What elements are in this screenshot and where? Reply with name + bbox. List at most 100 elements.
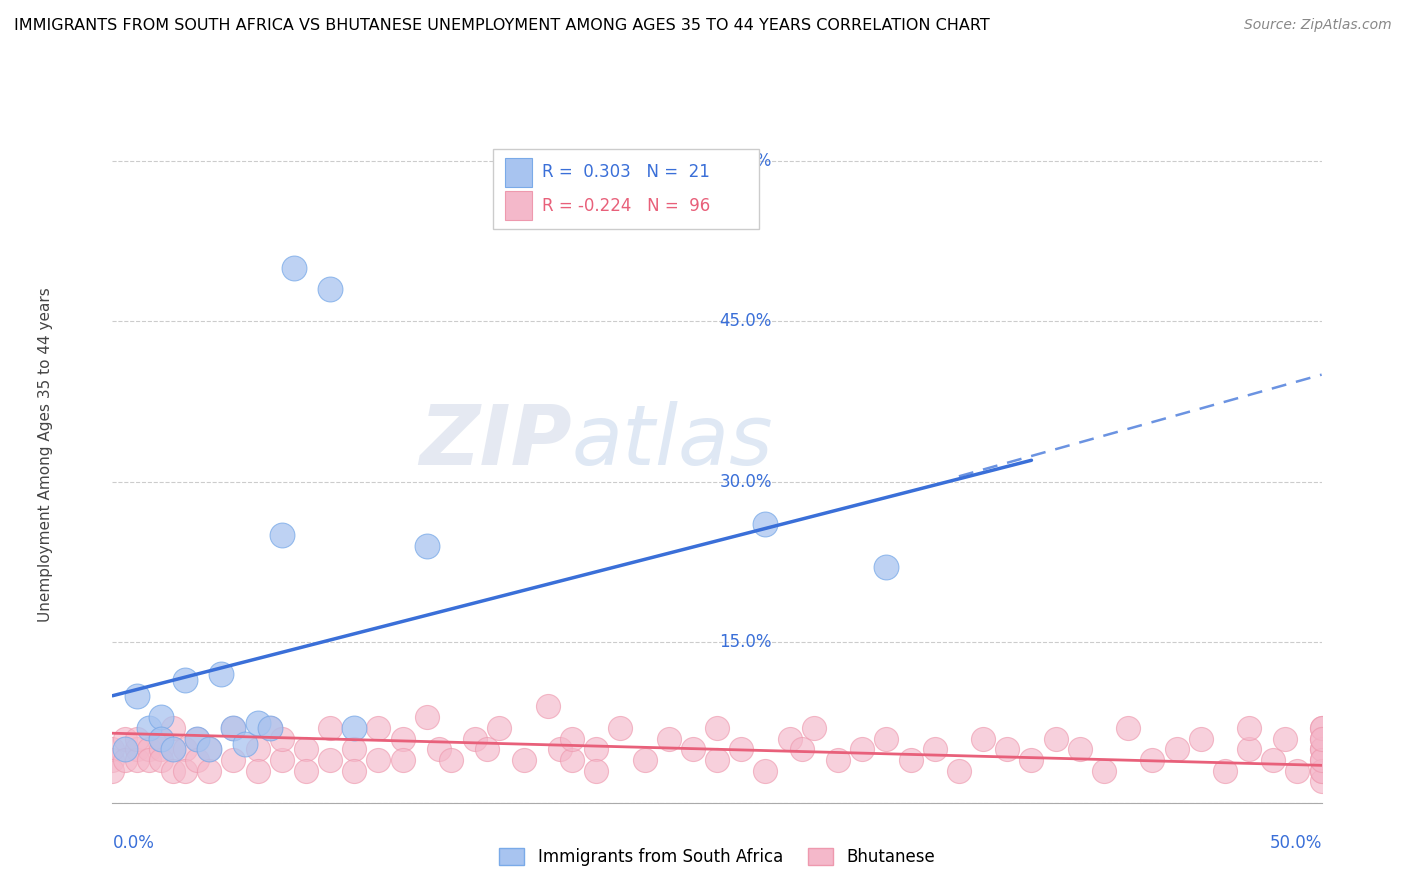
Point <box>343 764 366 778</box>
Point <box>585 742 607 756</box>
Point <box>367 753 389 767</box>
Point <box>585 764 607 778</box>
Point <box>427 742 450 756</box>
Point <box>114 753 136 767</box>
Point <box>875 731 897 746</box>
Point <box>101 764 124 778</box>
Point <box>1237 742 1260 756</box>
Point <box>283 260 305 275</box>
Point <box>222 753 245 767</box>
Point <box>198 742 221 756</box>
Text: ZIP: ZIP <box>419 401 572 482</box>
Point <box>995 742 1018 756</box>
Point <box>512 753 534 767</box>
Point <box>138 721 160 735</box>
Point <box>319 753 342 767</box>
Point <box>174 742 197 756</box>
Point <box>561 731 583 746</box>
Point <box>1310 753 1333 767</box>
Point <box>174 764 197 778</box>
Point <box>270 731 292 746</box>
Point <box>730 742 752 756</box>
Point <box>1237 721 1260 735</box>
Point <box>464 731 486 746</box>
Point <box>138 742 160 756</box>
Point <box>186 731 208 746</box>
Point <box>162 721 184 735</box>
Point <box>924 742 946 756</box>
Point <box>1189 731 1212 746</box>
Text: 50.0%: 50.0% <box>1270 834 1322 852</box>
Point <box>440 753 463 767</box>
Point <box>779 731 801 746</box>
Point <box>1213 764 1236 778</box>
Point <box>295 764 318 778</box>
Point <box>1286 764 1309 778</box>
Point <box>790 742 813 756</box>
Point <box>706 721 728 735</box>
Point <box>1310 731 1333 746</box>
Point <box>125 731 148 746</box>
Point <box>900 753 922 767</box>
Point <box>222 721 245 735</box>
Point <box>186 753 208 767</box>
Point <box>391 753 413 767</box>
Point <box>138 753 160 767</box>
Point <box>1310 721 1333 735</box>
Point <box>1310 774 1333 789</box>
Point <box>319 721 342 735</box>
Bar <box>506 158 531 187</box>
Point <box>149 731 172 746</box>
Point <box>1310 742 1333 756</box>
Point <box>270 753 292 767</box>
Point <box>222 721 245 735</box>
Point <box>803 721 825 735</box>
Point <box>343 721 366 735</box>
Point <box>198 764 221 778</box>
Point <box>1310 742 1333 756</box>
FancyBboxPatch shape <box>494 149 759 229</box>
Point <box>367 721 389 735</box>
Point <box>754 764 776 778</box>
Point <box>125 742 148 756</box>
Point <box>948 764 970 778</box>
Point <box>125 689 148 703</box>
Point <box>149 731 172 746</box>
Point <box>270 528 292 542</box>
Text: Source: ZipAtlas.com: Source: ZipAtlas.com <box>1244 18 1392 32</box>
Text: atlas: atlas <box>572 401 773 482</box>
Point <box>125 753 148 767</box>
Point <box>174 673 197 687</box>
Point <box>682 742 704 756</box>
Point <box>246 742 269 756</box>
Point <box>319 282 342 296</box>
Point <box>1069 742 1091 756</box>
Point <box>1045 731 1067 746</box>
Point <box>1310 764 1333 778</box>
Point <box>101 742 124 756</box>
Point <box>1263 753 1285 767</box>
Point <box>149 753 172 767</box>
Point <box>1310 721 1333 735</box>
Point <box>259 721 281 735</box>
Text: IMMIGRANTS FROM SOUTH AFRICA VS BHUTANESE UNEMPLOYMENT AMONG AGES 35 TO 44 YEARS: IMMIGRANTS FROM SOUTH AFRICA VS BHUTANES… <box>14 18 990 33</box>
Point <box>827 753 849 767</box>
Text: 15.0%: 15.0% <box>720 633 772 651</box>
Point <box>851 742 873 756</box>
Point <box>561 753 583 767</box>
Point <box>246 764 269 778</box>
Point <box>149 710 172 724</box>
Text: Unemployment Among Ages 35 to 44 years: Unemployment Among Ages 35 to 44 years <box>38 287 53 623</box>
Point <box>658 731 681 746</box>
Text: 30.0%: 30.0% <box>720 473 772 491</box>
Point <box>114 731 136 746</box>
Point <box>235 737 257 751</box>
Text: 60.0%: 60.0% <box>720 152 772 169</box>
Point <box>343 742 366 756</box>
Point <box>101 753 124 767</box>
Point <box>972 731 994 746</box>
Point <box>416 710 439 724</box>
Legend: Immigrants from South Africa, Bhutanese: Immigrants from South Africa, Bhutanese <box>492 841 942 872</box>
Point <box>162 742 184 756</box>
Point <box>875 560 897 574</box>
